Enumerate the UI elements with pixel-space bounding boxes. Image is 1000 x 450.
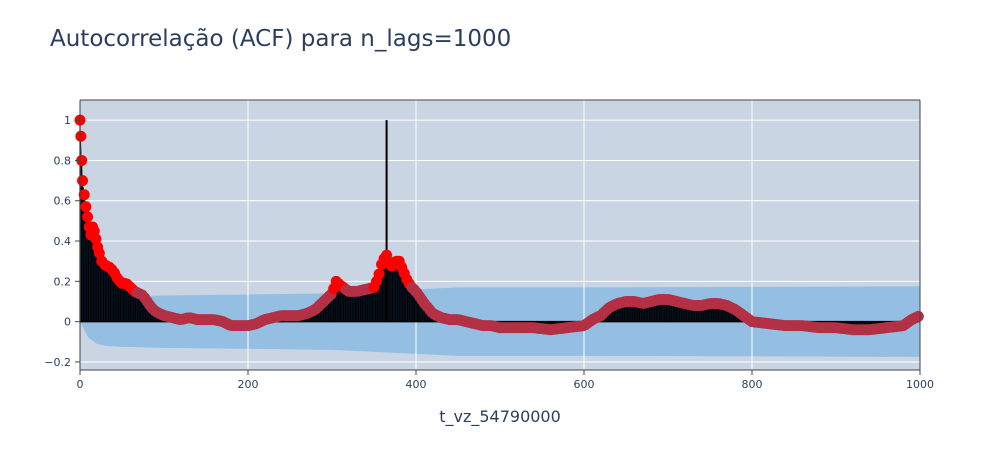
y-tick-label: 0.4 (54, 235, 72, 248)
acf-marker (82, 211, 94, 223)
acf-marker (912, 310, 924, 322)
acf-marker (76, 154, 88, 166)
acf-marker (77, 175, 89, 187)
x-tick-label: 200 (238, 378, 259, 391)
x-tick-label: 0 (77, 378, 84, 391)
acf-marker (80, 201, 92, 213)
y-tick-label: 0.2 (54, 275, 72, 288)
acf-marker (373, 268, 385, 280)
acf-marker (75, 130, 87, 142)
x-tick-label: 600 (574, 378, 595, 391)
axes: 0 200 400 600 800 1000 −0.2 0 0.2 0.4 0.6 0.8 1 (44, 99, 934, 391)
chart-title: Autocorrelação (ACF) para n_lags=1000 (50, 26, 512, 52)
y-tick-label: −0.2 (44, 356, 71, 369)
acf-markers (74, 114, 924, 336)
grid-lines (80, 100, 920, 370)
y-tick-label: 0.8 (54, 154, 72, 167)
y-tick-label: 1 (64, 114, 71, 127)
x-tick-label: 1000 (906, 378, 934, 391)
y-tick-label: 0.6 (54, 195, 72, 208)
y-tick-label: 0 (64, 316, 71, 329)
acf-marker (78, 189, 90, 201)
x-tick-label: 400 (406, 378, 427, 391)
x-axis-label: t_vz_54790000 (439, 407, 561, 427)
x-tick-label: 800 (742, 378, 763, 391)
